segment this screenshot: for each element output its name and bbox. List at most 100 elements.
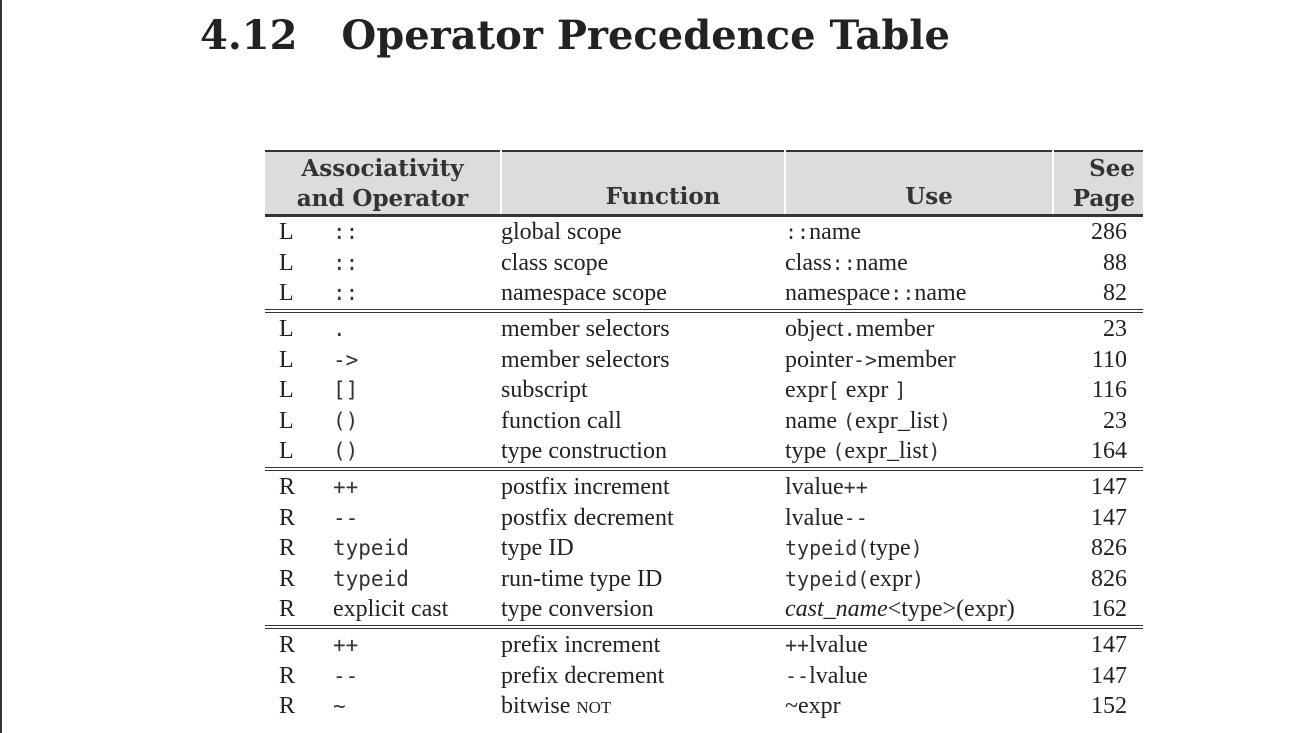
table-row: L:: global scope::name 286 (265, 216, 1143, 248)
table-row: R -- prefix decrement --lvalue 147 (265, 660, 1143, 691)
header-use: Use (784, 151, 1054, 216)
cell-associativity: R (279, 504, 296, 531)
cell-see-page: 152 (1091, 693, 1128, 720)
cell-see-page: 826 (1091, 565, 1128, 592)
section-number: 4.12 (200, 12, 298, 59)
use-segment: expr (839, 377, 895, 404)
cell-use: lvalue++ (785, 466, 1054, 503)
table-row: L () type construction type (expr_list) 164 (265, 436, 1143, 469)
cell-see-page: 147 (1053, 624, 1144, 661)
use-segment: ) (928, 439, 941, 464)
cell-use: ::name (785, 216, 1053, 248)
use-segment: member (855, 316, 935, 343)
table-row: R ++ postfix increment lvalue++ 147 (265, 466, 1144, 503)
table-row: L:: class scope class::name 88 (265, 248, 1143, 279)
use-segment: name (914, 280, 967, 307)
header-see-page: See Page (1052, 151, 1144, 216)
cell-operator: -- (333, 663, 359, 688)
use-segment: ) (911, 566, 925, 591)
cell-operator: typeid (333, 566, 409, 591)
cell-function: type conversion (501, 596, 654, 623)
use-segment: ) (939, 408, 952, 433)
cell-function: class scope (501, 249, 609, 276)
cell-use: cast_name<type>(expr) (785, 594, 1053, 627)
use-segment: name (855, 249, 908, 276)
cell-associativity: L (265, 308, 325, 345)
cell-operator: typeid (333, 536, 409, 561)
cell-function: postfix increment (501, 466, 786, 503)
cell-use: class::name (785, 248, 1053, 279)
cell-associativity: R (279, 662, 296, 689)
use-segment: [ (827, 378, 840, 403)
use-segment: lvalue (785, 474, 844, 501)
cell-operator: -> (333, 347, 359, 372)
cell-associativity: L (279, 438, 294, 465)
cell-function: run-time type ID (501, 565, 663, 592)
cell-see-page: 147 (1091, 504, 1128, 531)
cell-operator: :: (333, 220, 359, 245)
cell-see-page: 147 (1053, 466, 1144, 503)
use-segment: member (877, 346, 956, 373)
use-segment: expr (869, 565, 912, 592)
cell-function: prefix decrement (501, 662, 665, 689)
use-segment: <type>(expr) (887, 596, 1015, 623)
use-segment: expr_list (844, 438, 929, 465)
use-segment: ( (843, 408, 856, 433)
use-segment: expr (785, 377, 828, 404)
cell-use: typeid(type) (785, 533, 1053, 564)
cell-operator: () (333, 439, 359, 464)
use-segment: namespace (785, 280, 891, 307)
use-segment: object (785, 316, 844, 343)
use-segment: name (785, 407, 843, 434)
cell-function: namespace scope (501, 280, 667, 307)
use-segment: lvalue (809, 662, 868, 689)
cell-operator: explicit cast (333, 596, 449, 623)
cell-see-page: 116 (1091, 377, 1128, 404)
cell-associativity: R (279, 565, 296, 592)
cell-associativity: L (279, 249, 294, 276)
function-segment: bitwise (501, 693, 577, 720)
use-segment: -- (843, 505, 868, 530)
cell-function: bitwise not (501, 691, 785, 722)
use-segment: cast_name (785, 596, 888, 623)
cell-use: --lvalue (785, 660, 1053, 691)
cell-see-page: 82 (1103, 280, 1128, 307)
cell-associativity: L (279, 219, 294, 246)
cell-use: typeid(expr) (785, 564, 1053, 595)
cell-operator: -- (333, 505, 359, 530)
cell-use: ~expr (785, 691, 1053, 722)
use-segment: type (869, 535, 911, 562)
section-title: Operator Precedence Table (341, 12, 950, 59)
use-segment: :: (890, 281, 915, 306)
cell-operator: . (325, 308, 502, 345)
use-segment: expr_list (855, 407, 940, 434)
cell-associativity: L (279, 377, 294, 404)
table-header: Associativity and Operator Function Use … (265, 151, 1144, 216)
cell-associativity: L (279, 407, 294, 434)
cell-see-page: 164 (1091, 438, 1128, 465)
header-assoc-line2: and Operator (296, 185, 469, 212)
cell-function: postfix decrement (501, 504, 674, 531)
cell-function: member selectors (501, 308, 786, 345)
cell-function: type construction (501, 438, 667, 465)
use-segment: pointer (785, 346, 853, 373)
cell-associativity: R (279, 596, 296, 623)
header-associativity-operator: Associativity and Operator (265, 151, 501, 216)
use-segment: -- (785, 663, 810, 688)
cell-use: expr[ expr ] (785, 375, 1053, 406)
use-segment: ++ (785, 633, 810, 658)
header-function: Function (500, 151, 786, 216)
function-segment: not (576, 693, 612, 720)
use-segment: name (809, 219, 862, 246)
cell-function: prefix increment (501, 624, 786, 661)
cell-function: member selectors (501, 346, 670, 373)
use-segment: :: (785, 220, 810, 245)
cell-see-page: 286 (1091, 219, 1128, 246)
cell-associativity: R (265, 624, 325, 661)
use-segment: lvalue (785, 504, 844, 531)
cell-use: name (expr_list) (785, 406, 1053, 437)
table-row: R -- postfix decrement lvalue-- 147 (265, 502, 1143, 533)
section-heading: 4.12 Operator Precedence Table (200, 12, 950, 59)
use-segment: ( (857, 536, 870, 561)
